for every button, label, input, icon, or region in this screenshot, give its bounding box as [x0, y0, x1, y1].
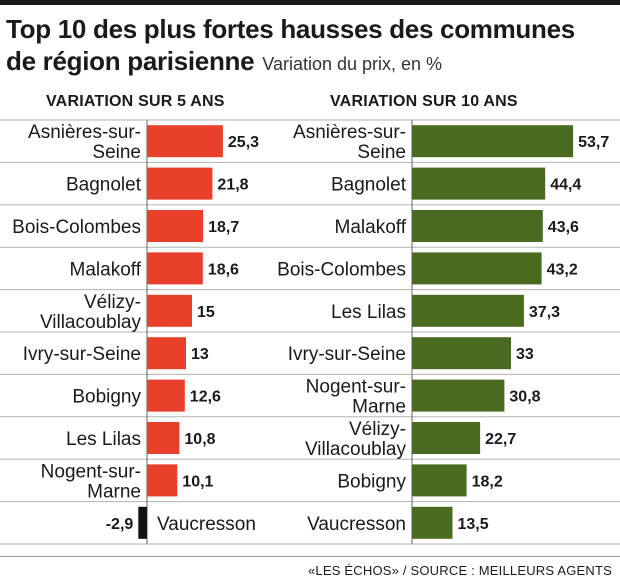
value-label-10y: 53,7 — [578, 134, 609, 151]
value-label-10y: 18,2 — [472, 473, 503, 490]
category-label-10y: Vélizy- — [349, 419, 406, 440]
category-label-10y: Marne — [352, 397, 406, 418]
category-label-10y: Ivry-sur-Seine — [288, 344, 406, 365]
chart-subtitle: Variation du prix, en % — [262, 54, 443, 74]
bar-10y — [412, 125, 574, 158]
category-label-5y: Malakoff — [70, 259, 142, 280]
bar-10y — [412, 252, 542, 285]
chart-title-line-2: de région parisienne Variation du prix, e… — [6, 46, 442, 79]
bar-10y — [412, 294, 524, 327]
value-label-5y: 13 — [191, 346, 209, 363]
value-label-10y: 30,8 — [509, 389, 540, 406]
category-label-5y: Vaucresson — [157, 514, 256, 535]
bar-5y — [147, 125, 223, 158]
bar-5y — [147, 252, 203, 285]
bar-10y — [412, 210, 543, 242]
category-label-5y: Nogent-sur- — [41, 461, 141, 482]
category-label-10y: Nogent-sur- — [306, 377, 406, 398]
bar-10y — [412, 422, 481, 454]
bar-10y — [412, 506, 453, 539]
category-label-5y: Villacoublay — [40, 312, 142, 333]
value-label-5y: 25,3 — [228, 134, 259, 151]
bar-5y — [147, 464, 178, 497]
value-label-10y: 13,5 — [458, 516, 489, 533]
bar-5y — [147, 210, 204, 242]
category-label-5y: Marne — [87, 481, 141, 502]
category-label-5y: Bobigny — [72, 387, 141, 408]
category-label-10y: Vaucresson — [307, 514, 406, 535]
value-label-10y: 43,6 — [548, 219, 579, 236]
bar-10y — [412, 337, 511, 370]
category-label-5y: Bois-Colombes — [12, 217, 141, 238]
value-label-5y: 18,7 — [208, 219, 239, 236]
bar-5y — [138, 506, 147, 539]
value-label-10y: 22,7 — [485, 431, 516, 448]
value-label-10y: 33 — [516, 346, 534, 363]
panel-title-10-years: VARIATION SUR 10 ANS — [330, 93, 518, 110]
panel-title-5-years: VARIATION SUR 5 ANS — [46, 93, 225, 110]
bar-10y — [412, 167, 546, 200]
category-label-10y: Bois-Colombes — [277, 259, 406, 280]
value-label-5y: 10,1 — [182, 473, 213, 490]
value-label-5y: 12,6 — [190, 389, 221, 406]
value-label-10y: 43,2 — [547, 261, 578, 278]
value-label-5y: 10,8 — [184, 431, 215, 448]
category-label-5y: Seine — [92, 142, 141, 163]
category-label-10y: Bagnolet — [331, 175, 407, 196]
value-label-5y: -2,9 — [106, 516, 134, 533]
value-label-5y: 15 — [197, 304, 215, 321]
category-label-5y: Bagnolet — [66, 175, 142, 196]
value-label-10y: 44,4 — [550, 177, 581, 194]
bar-10y — [412, 379, 505, 412]
bar-5y — [147, 422, 180, 454]
value-label-5y: 21,8 — [217, 177, 248, 194]
category-label-10y: Les Lilas — [331, 302, 406, 323]
bottom-rule — [0, 556, 620, 557]
category-label-10y: Bobigny — [337, 471, 406, 492]
chart-title-line-1: Top 10 des plus fortes hausses des commu… — [6, 14, 575, 44]
category-label-5y: Les Lilas — [66, 429, 141, 450]
chart-title-line-2-text: de région parisienne — [6, 46, 255, 76]
bar-5y — [147, 379, 185, 412]
top-rule — [0, 0, 620, 5]
category-label-5y: Asnières-sur- — [28, 122, 141, 143]
bar-10y — [412, 464, 467, 497]
category-label-10y: Villacoublay — [305, 439, 407, 460]
bar-5y — [147, 294, 192, 327]
category-label-5y: Ivry-sur-Seine — [23, 344, 141, 365]
category-label-10y: Malakoff — [335, 217, 407, 238]
category-label-5y: Vélizy- — [84, 292, 141, 313]
value-label-5y: 18,6 — [208, 261, 239, 278]
source-note: «LES ÉCHOS» / SOURCE : MEILLEURS AGENTS — [307, 563, 612, 578]
category-label-10y: Seine — [357, 142, 406, 163]
category-label-10y: Asnières-sur- — [293, 122, 406, 143]
bar-5y — [147, 337, 186, 370]
value-label-10y: 37,3 — [529, 304, 560, 321]
bar-5y — [147, 167, 213, 200]
